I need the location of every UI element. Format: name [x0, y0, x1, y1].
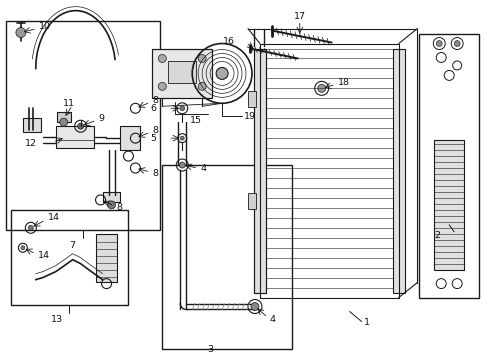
Text: 6: 6: [150, 104, 156, 113]
Circle shape: [180, 106, 185, 111]
Circle shape: [216, 67, 228, 80]
Circle shape: [180, 136, 184, 140]
Bar: [248, 91, 256, 107]
Text: 14: 14: [48, 213, 60, 222]
Bar: [96, 234, 118, 282]
Circle shape: [77, 123, 84, 129]
Bar: [152, 49, 212, 98]
Bar: [152, 49, 212, 98]
Bar: [6, 21, 160, 230]
Text: 11: 11: [63, 99, 74, 108]
Text: 14: 14: [38, 251, 50, 260]
Text: 16: 16: [223, 37, 235, 46]
Bar: [102, 192, 121, 202]
Text: 12: 12: [25, 139, 37, 148]
Circle shape: [198, 82, 206, 90]
Circle shape: [16, 28, 26, 37]
Text: 3: 3: [207, 345, 213, 354]
Text: 18: 18: [338, 78, 350, 87]
Text: 10: 10: [39, 22, 51, 31]
Text: 2: 2: [434, 231, 440, 240]
Circle shape: [158, 54, 166, 62]
Bar: [56, 126, 94, 148]
Text: 8: 8: [152, 126, 158, 135]
Bar: [162, 165, 292, 349]
Bar: [23, 118, 41, 132]
Text: 5: 5: [150, 134, 156, 143]
Circle shape: [158, 82, 166, 90]
Bar: [121, 126, 141, 150]
Text: 9: 9: [98, 114, 104, 123]
Text: 17: 17: [294, 12, 306, 21]
Text: 13: 13: [50, 315, 63, 324]
Bar: [11, 210, 128, 305]
Text: 7: 7: [70, 241, 75, 250]
Text: 8: 8: [152, 168, 158, 177]
Bar: [168, 62, 196, 84]
Text: 4: 4: [200, 163, 206, 172]
Circle shape: [251, 302, 259, 310]
Text: 15: 15: [190, 116, 202, 125]
Text: 8: 8: [152, 96, 158, 105]
Circle shape: [21, 246, 25, 250]
Circle shape: [179, 162, 185, 168]
Circle shape: [454, 41, 460, 46]
Bar: [254, 49, 266, 293]
Circle shape: [60, 118, 68, 126]
Text: 19: 19: [244, 112, 256, 121]
Bar: [57, 112, 71, 122]
Bar: [254, 49, 266, 293]
Text: 1: 1: [364, 318, 369, 327]
Circle shape: [198, 54, 206, 62]
Circle shape: [28, 225, 33, 230]
Bar: [434, 140, 464, 270]
Circle shape: [107, 201, 116, 209]
Bar: [248, 193, 256, 209]
Bar: [419, 33, 479, 298]
Bar: [393, 49, 405, 293]
Text: 4: 4: [270, 315, 276, 324]
Circle shape: [318, 84, 326, 92]
Text: 8: 8: [117, 203, 122, 212]
Circle shape: [436, 41, 442, 46]
